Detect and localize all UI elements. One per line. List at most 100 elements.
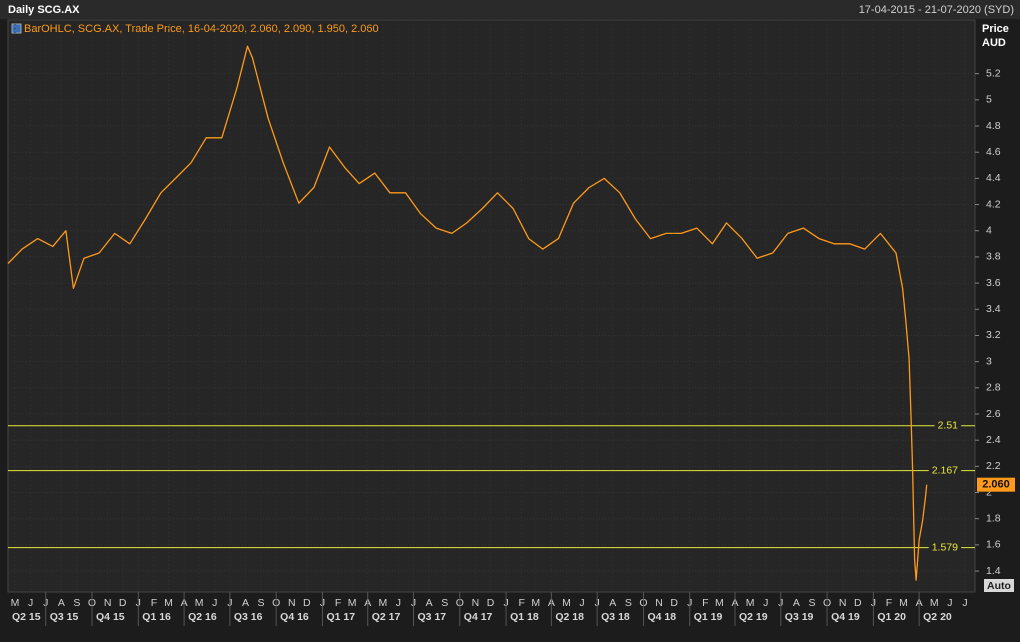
x-tick-label: J — [947, 597, 952, 609]
x-tick-label: F — [886, 597, 892, 609]
x-tick-label: S — [625, 597, 632, 609]
x-tick-label: A — [426, 597, 433, 609]
date-range: 17-04-2015 - 21-07-2020 (SYD) — [859, 4, 1014, 16]
y-tick-label: 3 — [986, 355, 992, 367]
x-tick-label: M — [195, 597, 204, 609]
y-tick-label: 2.2 — [986, 460, 1001, 472]
horizontal-line-label: 1.579 — [932, 541, 958, 553]
x-tick-label: A — [242, 597, 249, 609]
horizontal-line-label: 2.167 — [932, 464, 958, 476]
y-tick-label: 2.6 — [986, 408, 1001, 420]
horizontal-line-label-bg — [928, 464, 962, 477]
x-tick-label: D — [119, 597, 127, 609]
last-price-label: 2.060 — [982, 479, 1010, 491]
x-tick-label: M — [562, 597, 571, 609]
y-tick-label: 3.2 — [986, 329, 1001, 341]
x-tick-label: N — [839, 597, 847, 609]
y-tick-label: 3.6 — [986, 277, 1001, 289]
quarter-label: Q4 19 — [831, 611, 860, 623]
quarter-label: Q4 16 — [280, 611, 309, 623]
x-tick-label: A — [793, 597, 800, 609]
y-tick-label: 5 — [986, 94, 992, 106]
horizontal-line-label-bg — [934, 419, 962, 432]
y-tick-label: 2 — [986, 486, 992, 498]
x-tick-label: M — [899, 597, 908, 609]
y-tick-label: 1.8 — [986, 512, 1001, 524]
x-tick-label: F — [151, 597, 157, 609]
x-tick-label: M — [531, 597, 540, 609]
x-tick-label: M — [378, 597, 387, 609]
quarter-label: Q3 17 — [418, 611, 447, 623]
x-tick-label: N — [472, 597, 480, 609]
quarter-label: Q3 18 — [601, 611, 630, 623]
quarter-label: Q4 17 — [464, 611, 493, 623]
y-axis-label: Price — [982, 23, 1009, 35]
x-tick-label: S — [73, 597, 80, 609]
x-tick-label: D — [487, 597, 495, 609]
horizontal-line-label: 2.51 — [938, 420, 959, 432]
quarter-label: Q1 19 — [694, 611, 723, 623]
x-tick-label: A — [58, 597, 65, 609]
quarter-label: Q1 20 — [877, 611, 906, 623]
y-tick-label: 3.8 — [986, 251, 1001, 263]
x-tick-label: M — [348, 597, 357, 609]
legend-icon — [11, 23, 22, 34]
x-tick-label: S — [258, 597, 265, 609]
x-tick-label: M — [930, 597, 939, 609]
y-tick-label: 2.4 — [986, 434, 1001, 446]
x-tick-label: D — [854, 597, 862, 609]
x-tick-label: M — [715, 597, 724, 609]
quarter-label: Q2 17 — [372, 611, 401, 623]
x-tick-label: S — [808, 597, 815, 609]
y-tick-label: 2.8 — [986, 382, 1001, 394]
plot-area — [7, 19, 976, 593]
x-tick-label: M — [164, 597, 173, 609]
x-tick-label: J — [763, 597, 768, 609]
quarter-label: Q3 16 — [234, 611, 263, 623]
y-tick-label: 1.6 — [986, 539, 1001, 551]
x-tick-label: N — [288, 597, 296, 609]
auto-button[interactable] — [984, 579, 1014, 592]
quarter-label: Q2 16 — [188, 611, 217, 623]
x-tick-label: J — [28, 597, 33, 609]
x-tick-label: J — [212, 597, 217, 609]
y-tick-label: 3.4 — [986, 303, 1001, 315]
auto-button-label[interactable]: Auto — [987, 580, 1011, 592]
quarter-label: Q1 18 — [510, 611, 539, 623]
header-bar — [0, 0, 1020, 19]
quarter-label: Q1 16 — [142, 611, 171, 623]
x-tick-label: N — [104, 597, 112, 609]
y-tick-label: 4.8 — [986, 120, 1001, 132]
y-tick-label: 1.4 — [986, 565, 1001, 577]
x-tick-label: F — [335, 597, 341, 609]
y-tick-label: 4.6 — [986, 146, 1001, 158]
last-price-box — [977, 477, 1015, 492]
y-tick-label: 4.4 — [986, 172, 1001, 184]
quarter-label: Q3 19 — [785, 611, 814, 623]
quarter-label: Q2 19 — [739, 611, 768, 623]
price-line — [7, 45, 928, 581]
x-tick-label: S — [441, 597, 448, 609]
x-tick-label: J — [396, 597, 401, 609]
x-tick-label: D — [670, 597, 678, 609]
y-axis-unit: AUD — [982, 37, 1006, 49]
y-tick-label: 4 — [986, 225, 992, 237]
x-tick-label: D — [303, 597, 311, 609]
horizontal-line-label-bg — [928, 541, 962, 554]
x-tick-label: F — [518, 597, 524, 609]
y-tick-label: 5.2 — [986, 67, 1001, 79]
x-tick-label: M — [746, 597, 755, 609]
x-tick-label: J — [579, 597, 584, 609]
quarter-label: Q2 18 — [555, 611, 584, 623]
quarter-label: Q3 15 — [50, 611, 79, 623]
x-tick-label: F — [702, 597, 708, 609]
x-tick-label: N — [655, 597, 663, 609]
chart-title: Daily SCG.AX — [8, 4, 80, 16]
x-tick-label: A — [609, 597, 616, 609]
quarter-label: Q1 17 — [326, 611, 355, 623]
quarter-label: Q4 18 — [647, 611, 676, 623]
quarter-label: Q2 20 — [923, 611, 952, 623]
x-tick-label: M — [11, 597, 20, 609]
y-tick-label: 4.2 — [986, 198, 1001, 210]
